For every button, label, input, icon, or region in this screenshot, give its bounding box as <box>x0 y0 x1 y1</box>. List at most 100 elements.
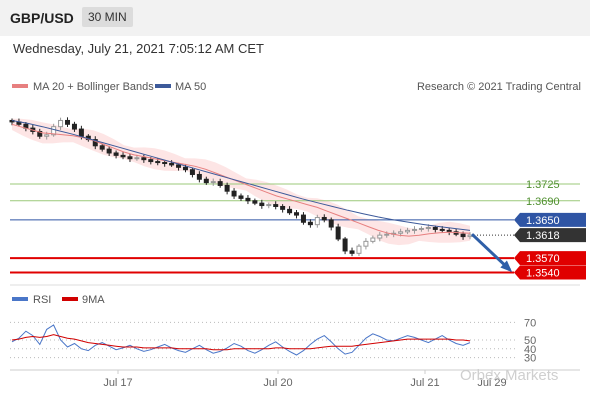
candle-body <box>224 184 230 192</box>
rsi-legend-swatch <box>12 297 28 301</box>
candle-body <box>127 156 133 160</box>
x-tick-label: Jul 29 <box>477 377 506 389</box>
candle-body <box>425 227 431 230</box>
candle-body <box>182 166 188 171</box>
candle-body <box>176 164 182 168</box>
timeframe-badge[interactable]: 30 MIN <box>82 7 133 27</box>
candle-body <box>37 130 43 137</box>
candle-body <box>78 128 84 137</box>
candle-body <box>356 245 362 254</box>
candle-body <box>44 134 50 137</box>
candle-body <box>252 200 258 204</box>
ma9-legend-label: 9MA <box>82 294 105 306</box>
candle-body <box>210 181 216 184</box>
candle-body <box>446 229 452 233</box>
level-label-1.3725: 1.3725 <box>526 179 560 191</box>
candle-body <box>294 212 300 216</box>
level-label-1.3540: 1.3540 <box>526 267 560 279</box>
candle-body <box>370 237 376 242</box>
candle-body <box>51 126 57 136</box>
candle-body <box>169 162 175 166</box>
price-level-labels: 1.3725 1.3690 1.3650 1.3618 1.3570 1.3540 <box>514 179 586 280</box>
x-tick-label: Jul 17 <box>103 377 132 389</box>
candle-body <box>155 161 161 164</box>
candle-body <box>280 205 286 210</box>
forecast-arrow <box>470 233 513 273</box>
rsi-tick-40: 40 <box>524 344 536 356</box>
candle-body <box>307 221 313 226</box>
candle-body <box>349 250 355 254</box>
candle-body <box>92 139 98 147</box>
candle-body <box>411 228 417 231</box>
candle-body <box>120 154 126 158</box>
candle-body <box>259 202 265 207</box>
rsi-tick-70: 70 <box>524 317 536 329</box>
instrument-title: GBP/USD <box>10 10 74 26</box>
candle-body <box>148 159 154 163</box>
candle-body <box>439 228 445 231</box>
candle-body <box>418 227 424 230</box>
candle-body <box>141 157 147 161</box>
level-label-1.3618: 1.3618 <box>526 230 560 242</box>
ma50-line <box>11 120 471 231</box>
rsi-tick-50: 50 <box>524 335 536 347</box>
candle-body <box>335 226 341 240</box>
candles <box>9 117 473 257</box>
candle-body <box>106 148 112 154</box>
ma50-legend-label: MA 50 <box>175 81 206 93</box>
x-tick-label: Jul 21 <box>410 377 439 389</box>
candle-body <box>363 240 369 247</box>
candle-body <box>245 197 251 202</box>
candle-body <box>314 216 320 226</box>
candle-body <box>432 227 438 230</box>
rsi-tick-30: 30 <box>524 353 536 365</box>
moving-averages <box>11 120 471 237</box>
level-label-1.3650: 1.3650 <box>526 215 560 227</box>
ma50-legend-swatch <box>155 84 171 88</box>
forecast-arrow-head <box>500 260 513 273</box>
candle-body <box>328 219 334 228</box>
candle-body <box>238 195 244 199</box>
candle-body <box>398 231 404 234</box>
level-label-1.3570: 1.3570 <box>526 253 560 265</box>
candle-body <box>300 214 306 223</box>
candle-body <box>405 229 411 233</box>
candle-body <box>273 204 279 207</box>
level-label-bg-1.3540 <box>514 265 586 280</box>
ma20-legend-swatch <box>12 84 28 88</box>
candle-body <box>162 162 168 165</box>
candle-body <box>460 233 466 238</box>
rsi-legend-label: RSI <box>33 294 51 306</box>
ma20-legend-label: MA 20 + Bollinger Bands <box>33 81 154 93</box>
candle-body <box>134 157 140 160</box>
candle-body <box>71 123 77 130</box>
watermark: Orbex Markets <box>460 367 558 384</box>
level-label-bg-1.3618 <box>514 228 586 243</box>
chart-datetime: Wednesday, July 21, 2021 7:05:12 AM CET <box>13 41 264 56</box>
candle-body <box>377 234 383 239</box>
candle-body <box>113 152 119 156</box>
x-axis-ticks: Jul 17 Jul 20 Jul 21 Jul 29 <box>103 370 507 389</box>
top-bar: GBP/USD 30 MIN <box>0 0 590 36</box>
level-label-1.3690: 1.3690 <box>526 196 560 208</box>
ma9-legend-swatch <box>62 297 78 301</box>
candle-body <box>231 190 237 197</box>
candle-body <box>189 169 195 175</box>
rsi-ma9-line <box>11 334 471 351</box>
level-label-bg-1.3650 <box>514 212 586 227</box>
candle-body <box>287 208 293 214</box>
candle-body <box>384 233 390 236</box>
candle-body <box>266 204 272 207</box>
candle-body <box>217 181 223 186</box>
candle-body <box>342 238 348 252</box>
candle-body <box>203 178 209 184</box>
candle-body <box>321 216 327 221</box>
level-label-bg-1.3570 <box>514 251 586 266</box>
research-credit: Research © 2021 Trading Central <box>417 81 581 93</box>
candle-body <box>99 145 105 150</box>
x-tick-label: Jul 20 <box>263 377 292 389</box>
candle-body <box>196 173 202 180</box>
candle-body <box>65 119 71 125</box>
